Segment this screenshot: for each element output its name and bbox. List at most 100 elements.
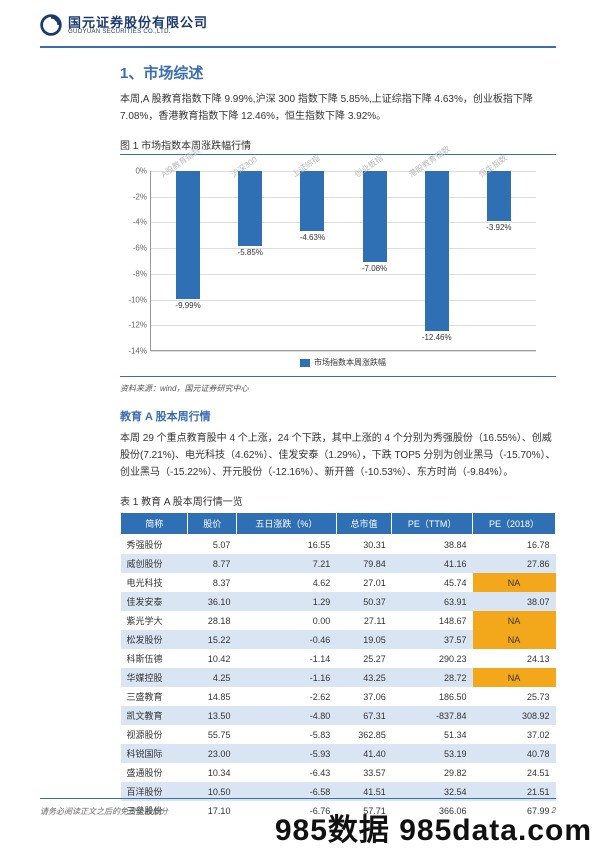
table-cell: 16.78 bbox=[473, 535, 556, 555]
table-cell: 43.25 bbox=[336, 668, 392, 687]
table-cell: 19.05 bbox=[336, 630, 392, 649]
table-cell: 威创股份 bbox=[121, 554, 188, 573]
legend-label: 市场指数本周涨跌幅 bbox=[314, 358, 386, 367]
bar-slot: -7.08%创业板指 bbox=[355, 171, 395, 350]
bar-value-label: -9.99% bbox=[175, 301, 200, 310]
table-cell: 41.16 bbox=[392, 554, 473, 573]
bar bbox=[238, 171, 262, 246]
table-cell: 38.07 bbox=[473, 592, 556, 611]
table-row: 松发股份15.22-0.4619.0537.57NA bbox=[121, 630, 556, 649]
table-cell: 华媒控股 bbox=[121, 668, 188, 687]
table-cell: 松发股份 bbox=[121, 630, 188, 649]
table-cell: 67.31 bbox=[336, 706, 392, 725]
table-cell: 紫光学大 bbox=[121, 611, 188, 630]
table-cell: 25.27 bbox=[336, 649, 392, 668]
table-cell: 8.77 bbox=[188, 554, 237, 573]
table-cell: 27.86 bbox=[473, 554, 556, 573]
table-cell: 10.42 bbox=[188, 649, 237, 668]
company-logo-icon bbox=[40, 14, 62, 36]
table-row: 科斯伍德10.42-1.1425.27290.2324.13 bbox=[121, 649, 556, 668]
y-axis-label: -2% bbox=[123, 192, 147, 201]
bar bbox=[425, 171, 449, 331]
table-cell: 79.84 bbox=[336, 554, 392, 573]
table-cell: 362.85 bbox=[336, 725, 392, 744]
section2-title: 教育 A 股本周行情 bbox=[120, 408, 556, 424]
table-cell: 10.34 bbox=[188, 763, 237, 782]
table-cell: 51.34 bbox=[392, 725, 473, 744]
table-header-cell: 简称 bbox=[121, 513, 188, 535]
table-cell: -0.46 bbox=[236, 630, 336, 649]
section-title: 1、市场综述 bbox=[120, 62, 556, 83]
table-cell: 37.57 bbox=[392, 630, 473, 649]
table-cell: 33.57 bbox=[336, 763, 392, 782]
table-cell: NA bbox=[473, 668, 556, 687]
table-cell: 4.62 bbox=[236, 573, 336, 592]
chart-caption: 图 1 市场指数本周涨跌幅行情 bbox=[120, 137, 556, 152]
table-cell: 科锐国际 bbox=[121, 744, 188, 763]
table-row: 威创股份8.777.2179.8441.1627.86 bbox=[121, 554, 556, 573]
table-cell: 凯文教育 bbox=[121, 706, 188, 725]
bar bbox=[487, 171, 511, 221]
table-cell: 55.75 bbox=[188, 725, 237, 744]
chart-source: 资料来源：wind，国元证券研究中心 bbox=[120, 383, 556, 394]
y-axis-label: -6% bbox=[123, 244, 147, 253]
bar-chart: 0%-2%-4%-6%-8%-10%-12%-14%-9.99%A股教育指数-5… bbox=[120, 161, 556, 376]
table-cell: 16.55 bbox=[236, 535, 336, 555]
bar-value-label: -5.85% bbox=[238, 248, 263, 257]
table-cell: 23.00 bbox=[188, 744, 237, 763]
table-cell: 27.01 bbox=[336, 573, 392, 592]
y-axis-label: -4% bbox=[123, 218, 147, 227]
section2-paragraph: 本周 29 个重点教育股中 4 个上涨，24 个下跌，其中上涨的 4 个分别为秀… bbox=[120, 430, 556, 481]
table-cell: -1.16 bbox=[236, 668, 336, 687]
table-cell: 41.40 bbox=[336, 744, 392, 763]
bar-value-label: -12.46% bbox=[422, 333, 452, 342]
table-cell: 50.37 bbox=[336, 592, 392, 611]
table-cell: 秀强股份 bbox=[121, 535, 188, 555]
company-name-cn: 国元证券股份有限公司 bbox=[68, 16, 208, 29]
table-cell: 13.50 bbox=[188, 706, 237, 725]
table-cell: 308.92 bbox=[473, 706, 556, 725]
bar-value-label: -4.63% bbox=[300, 233, 325, 242]
table-cell: 4.25 bbox=[188, 668, 237, 687]
bar bbox=[363, 171, 387, 262]
table-cell: 24.13 bbox=[473, 649, 556, 668]
table-cell: 5.07 bbox=[188, 535, 237, 555]
table-cell: 36.10 bbox=[188, 592, 237, 611]
table-cell: -1.14 bbox=[236, 649, 336, 668]
y-axis-label: -8% bbox=[123, 269, 147, 278]
table-cell: -6.43 bbox=[236, 763, 336, 782]
chart-legend: 市场指数本周涨跌幅 bbox=[150, 357, 536, 368]
chart-bottom-rule bbox=[120, 376, 556, 377]
bar-slot: -3.92%恒生指数 bbox=[479, 171, 519, 350]
table-cell: 28.18 bbox=[188, 611, 237, 630]
table-cell: 38.84 bbox=[392, 535, 473, 555]
table-cell: 7.21 bbox=[236, 554, 336, 573]
table-header-cell: 五日涨跌（%） bbox=[236, 513, 336, 535]
stock-table: 简称股价五日涨跌（%）总市值PE（TTM）PE（2018）秀强股份5.0716.… bbox=[120, 512, 556, 820]
footer-rule bbox=[40, 798, 556, 799]
y-axis-label: -12% bbox=[123, 321, 147, 330]
table-row: 电光科技8.374.6227.0145.74NA bbox=[121, 573, 556, 592]
table-cell: 佳发安泰 bbox=[121, 592, 188, 611]
table-row: 凯文教育13.50-4.8067.31-837.84308.92 bbox=[121, 706, 556, 725]
table-cell: 30.31 bbox=[336, 535, 392, 555]
table-cell: 53.19 bbox=[392, 744, 473, 763]
table-cell: 29.82 bbox=[392, 763, 473, 782]
y-axis-label: 0% bbox=[123, 167, 147, 176]
table-cell: 28.72 bbox=[392, 668, 473, 687]
table-cell: 盛通股份 bbox=[121, 763, 188, 782]
table-cell: 37.02 bbox=[473, 725, 556, 744]
table-cell: -5.83 bbox=[236, 725, 336, 744]
bar-slot: -5.85%沪深300 bbox=[230, 171, 270, 350]
table-row: 华媒控股4.25-1.1643.2528.72NA bbox=[121, 668, 556, 687]
table-cell: 14.85 bbox=[188, 687, 237, 706]
table-row: 科锐国际23.00-5.9341.4053.1940.78 bbox=[121, 744, 556, 763]
table-cell: 视源股份 bbox=[121, 725, 188, 744]
table-row: 紫光学大28.180.0027.11148.67NA bbox=[121, 611, 556, 630]
table-row: 盛通股份10.34-6.4333.5729.8224.51 bbox=[121, 763, 556, 782]
table-header-cell: PE（TTM） bbox=[392, 513, 473, 535]
bar-value-label: -7.08% bbox=[362, 264, 387, 273]
page-content: 1、市场综述 本周,A 股教育指数下降 9.99%,沪深 300 指数下降 5.… bbox=[0, 62, 596, 820]
table-cell: NA bbox=[473, 573, 556, 592]
watermark: 985数据 985data.com bbox=[275, 805, 592, 849]
